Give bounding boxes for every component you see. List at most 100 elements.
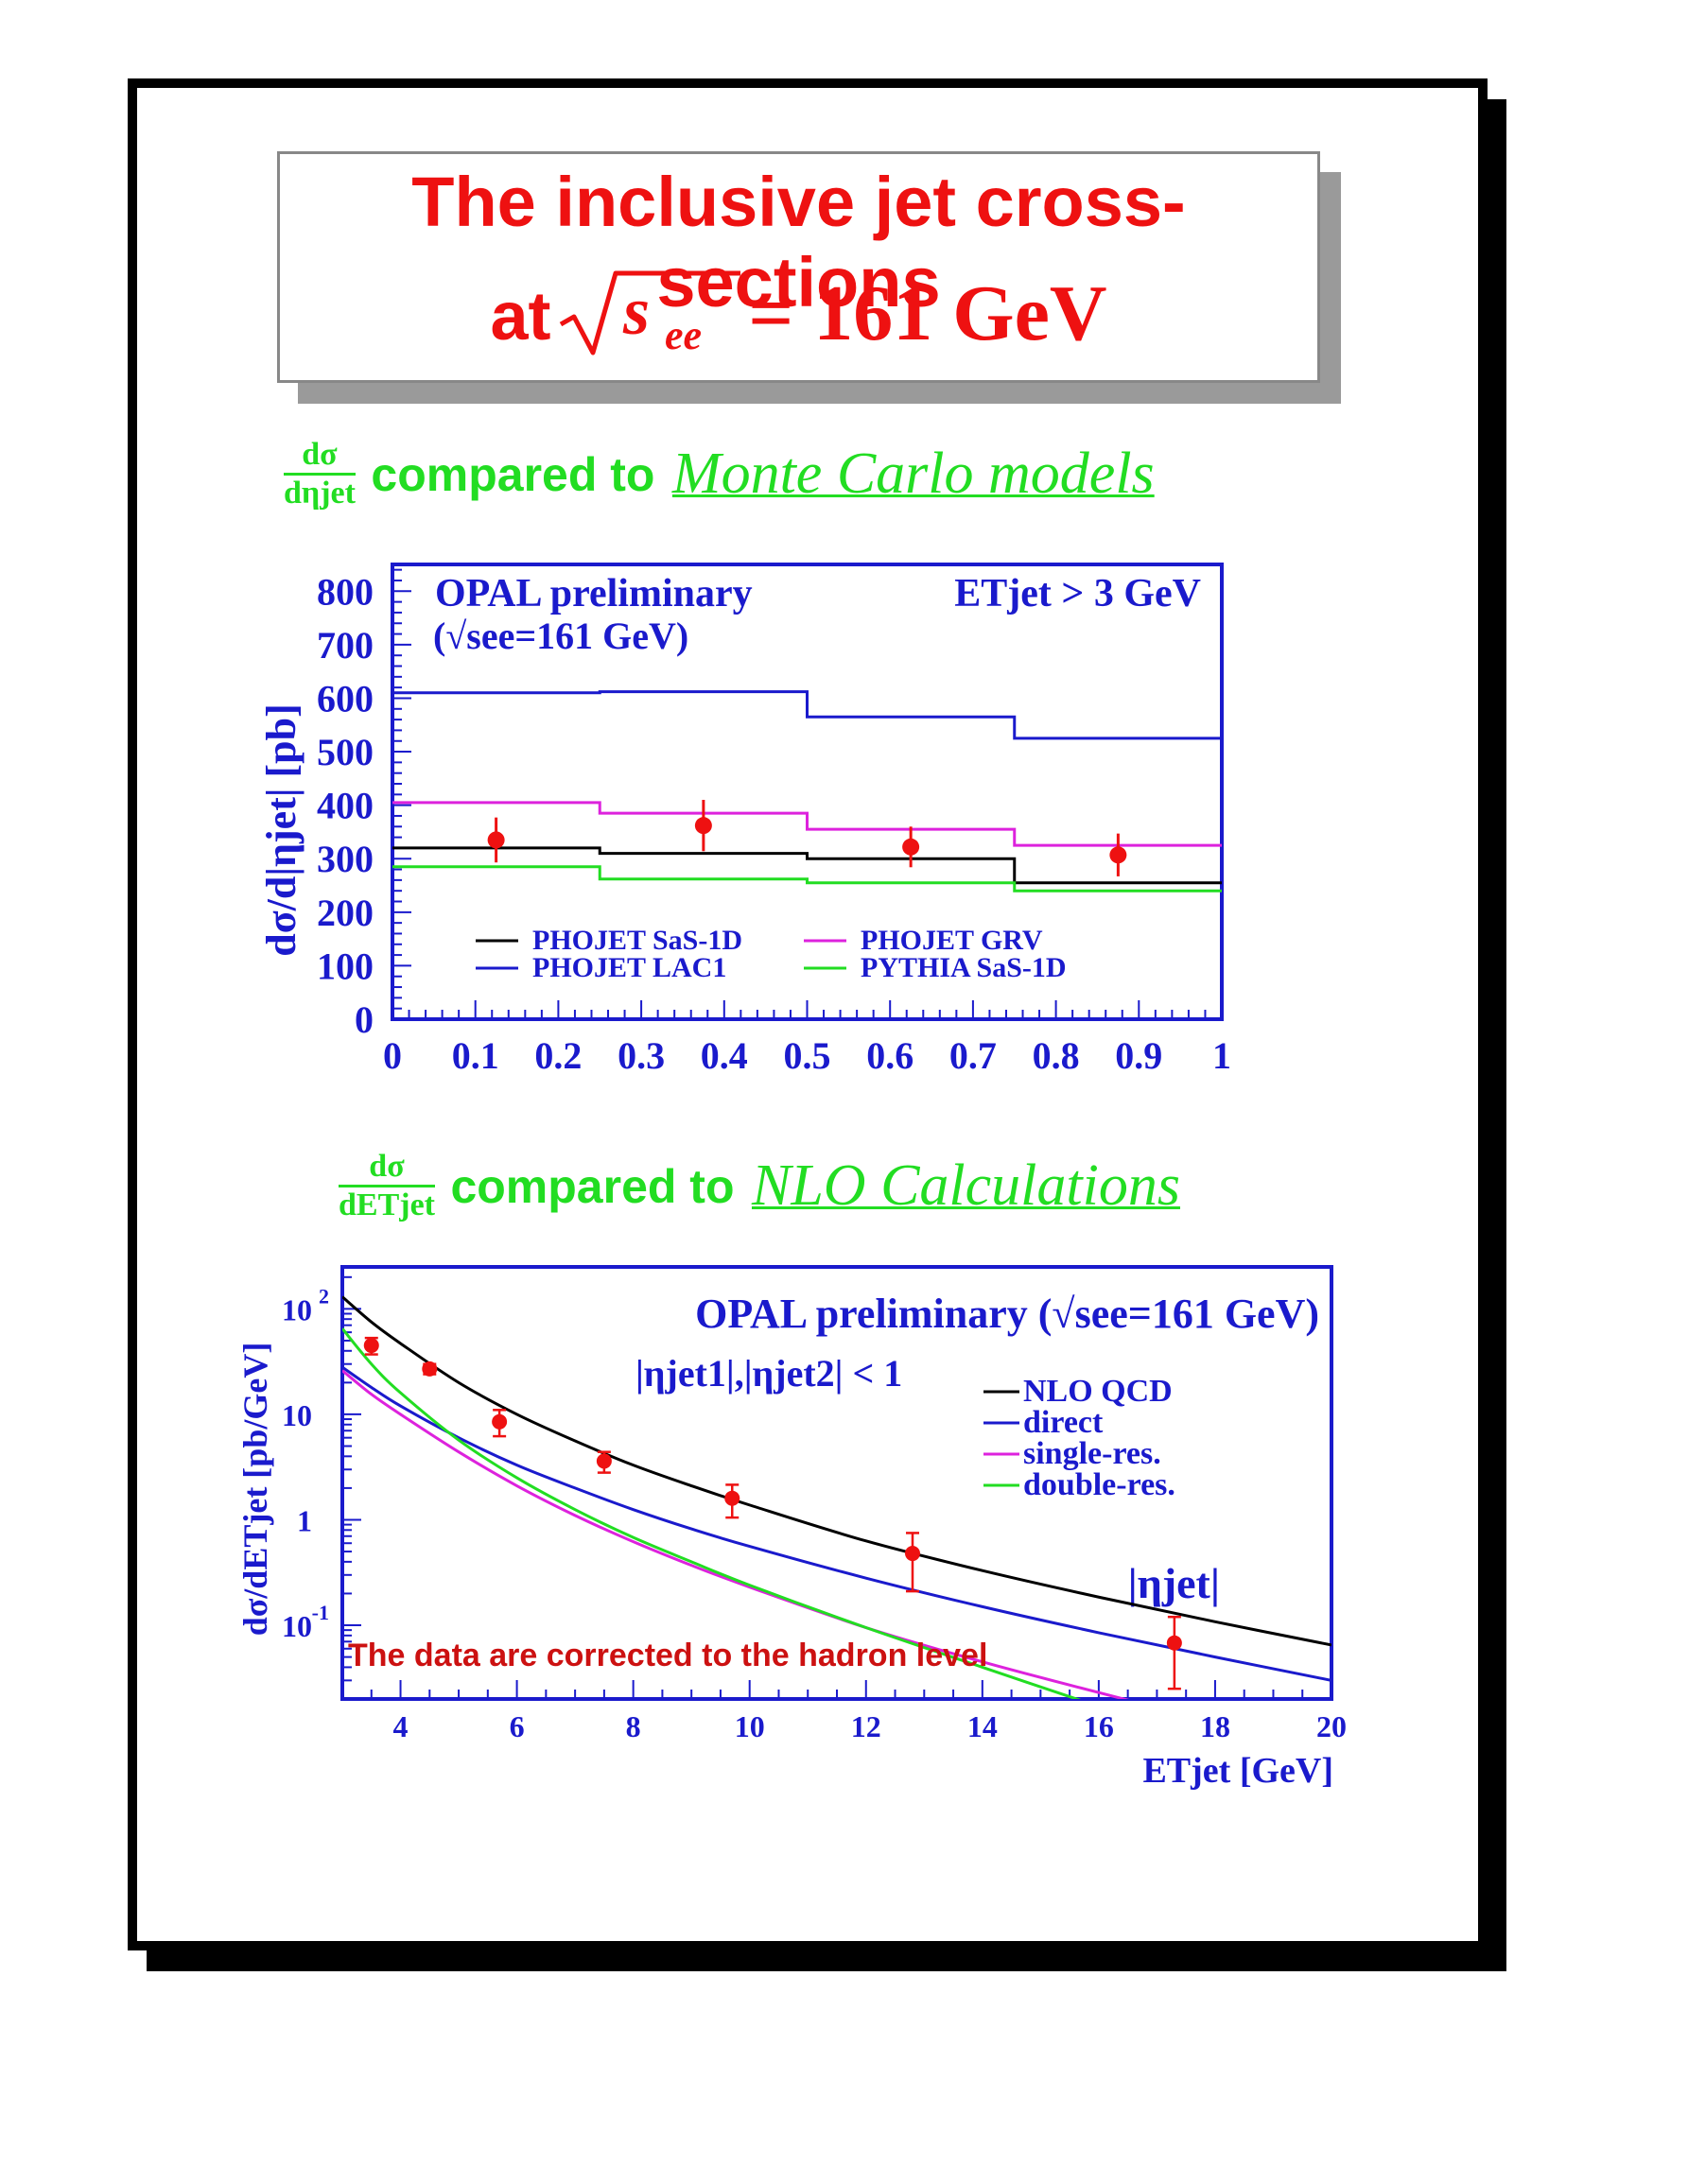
eta-chart-data-point — [902, 838, 920, 856]
et-chart-legend-label: double-res. — [1023, 1467, 1175, 1502]
et-chart-ytick-label: 10 — [282, 1292, 312, 1326]
et-chart-xtick-label: 4 — [393, 1709, 409, 1743]
section1-fraction-den: dηjet — [284, 476, 356, 511]
section2-fraction: dσ dETjet — [339, 1149, 435, 1223]
title-line2: at s ee = 161 GeV — [280, 266, 1317, 360]
sqrt-s-symbol: s ee — [559, 270, 740, 358]
section2-fraction-den: dETjet — [339, 1187, 435, 1222]
eta-chart-title: OPAL preliminary — [435, 572, 753, 615]
et-chart-data-point — [904, 1546, 920, 1562]
eta-chart-xtick-label: 1 — [1212, 1034, 1231, 1077]
et-chart-ytick-exponent: -1 — [312, 1601, 329, 1624]
et-chart-data-point — [1166, 1635, 1182, 1651]
et-chart-xtick-label: 14 — [967, 1709, 998, 1743]
eta-chart-xtick-label: 0.4 — [701, 1034, 748, 1077]
eta-chart-plot: 0 0.1 0.2 0.3 0.4 0.5 0.6 0.7 0.8 0.9 1 0 100 200 300 4… — [317, 563, 1231, 1077]
title-line1: The inclusive jet cross-sections — [411, 163, 1186, 321]
et-chart-xtick-label: 6 — [510, 1709, 525, 1743]
svg-text:s: s — [622, 273, 650, 349]
et-chart-ytick-label: 1 — [297, 1503, 312, 1537]
title-at: at — [490, 279, 551, 355]
eta-chart-ylabel-text: dσ/d|ηjet| [pb] — [258, 703, 305, 957]
section1-fraction-num: dσ — [284, 437, 356, 476]
eta-chart-legend-label: PHOJET SaS-1D — [532, 925, 742, 956]
eta-chart-ytick-label: 500 — [317, 731, 374, 773]
et-chart-curves — [342, 1295, 1331, 1699]
eta-chart-xtick-label: 0.3 — [618, 1034, 665, 1077]
et-chart-xtick-label: 8 — [626, 1709, 641, 1743]
section2-fraction-num: dσ — [339, 1149, 435, 1187]
et-chart-series-3 — [342, 1327, 1081, 1699]
et-chart-title: OPAL preliminary (√see=161 GeV) — [695, 1291, 1319, 1337]
eta-chart-legend-label: PHOJET GRV — [861, 925, 1043, 956]
eta-chart-series-1 — [392, 690, 1222, 740]
svg-text:ee: ee — [665, 312, 702, 358]
et-chart-ylabel: dσ/dETjet [pb/GeV] — [236, 1343, 274, 1637]
eta-chart-ytick-label: 800 — [317, 570, 374, 613]
eta-chart-xtick-label: 0.5 — [784, 1034, 831, 1077]
section1-target: Monte Carlo models — [671, 442, 1155, 506]
et-chart-xlabel: ETjet [GeV] — [1142, 1751, 1333, 1791]
eta-chart-xtick-label: 0.1 — [452, 1034, 499, 1077]
eta-chart-ytick-label: 700 — [317, 624, 374, 667]
et-chart-series-1 — [342, 1365, 1331, 1682]
et-chart-data-point — [492, 1413, 508, 1430]
eta-chart-subtitle: (√see=161 GeV) — [433, 615, 688, 657]
et-chart-xtick-label: 16 — [1084, 1709, 1114, 1743]
title-box: The inclusive jet cross-sections at s ee… — [277, 151, 1320, 383]
et-chart-ytick-label: 10 — [282, 1609, 312, 1643]
et-chart-xtick-label: 12 — [851, 1709, 881, 1743]
eta-chart-xtick-label: 0.8 — [1033, 1034, 1080, 1077]
et-chart-data-point — [596, 1453, 612, 1469]
eta-chart-data-point — [1109, 846, 1127, 864]
eta-chart: dσ/d|ηjet| [pb] OPAL preliminary (√see=1… — [258, 563, 1231, 1607]
eta-chart-legend-label: PYTHIA SaS-1D — [861, 952, 1067, 983]
section2-target: NLO Calculations — [751, 1153, 1180, 1218]
eta-chart-xlabel: |ηjet| — [1128, 1559, 1220, 1607]
eta-chart-xtick-label: 0.2 — [534, 1034, 582, 1077]
et-chart-data-point — [363, 1338, 379, 1354]
eta-chart-xtick-label: 0 — [383, 1034, 402, 1077]
eta-chart-ytick-label: 300 — [317, 838, 374, 880]
eta-chart-ytick-label: 100 — [317, 945, 374, 987]
eta-chart-xtick-label: 0.7 — [949, 1034, 997, 1077]
et-chart-ytick-exponent: 2 — [319, 1284, 329, 1308]
et-chart-series-2 — [342, 1369, 1130, 1699]
section1-heading: dσ dηjet compared to Monte Carlo models — [284, 437, 1155, 511]
et-chart-note: The data are corrected to the hadron lev… — [348, 1638, 987, 1673]
title-energy: = 161 GeV — [748, 269, 1107, 357]
eta-chart-xtick-label: 0.9 — [1115, 1034, 1162, 1077]
eta-chart-series-3 — [392, 865, 1222, 893]
et-chart-xtick-label: 18 — [1200, 1709, 1230, 1743]
eta-chart-legend-label: PHOJET LAC1 — [532, 952, 726, 983]
et-chart-legend-label: single-res. — [1023, 1436, 1161, 1471]
et-chart-xtick-label: 10 — [735, 1709, 765, 1743]
eta-chart-xtick-label: 0.6 — [866, 1034, 914, 1077]
eta-chart-ytick-label: 200 — [317, 892, 374, 934]
eta-chart-ytick-label: 0 — [355, 998, 374, 1041]
et-chart-legend-label: NLO QCD — [1023, 1374, 1173, 1409]
eta-chart-ytick-label: 400 — [317, 785, 374, 827]
et-chart: dσ/dETjet [pb/GeV] OPAL preliminary (√se… — [236, 1265, 1347, 1791]
et-chart-legend-label: direct — [1023, 1405, 1104, 1440]
et-chart-data-point — [422, 1361, 438, 1377]
eta-chart-series-0 — [392, 846, 1222, 885]
et-chart-cut: |ηjet1|,|ηjet2| < 1 — [635, 1352, 902, 1395]
section2-compared: compared to — [450, 1159, 735, 1213]
et-chart-data-point — [724, 1490, 740, 1506]
et-chart-ytick-label: 10 — [282, 1398, 312, 1432]
et-chart-ylabel-text: dσ/dETjet [pb/GeV] — [236, 1343, 274, 1637]
eta-chart-series-2 — [392, 801, 1222, 847]
et-chart-xtick-label: 20 — [1316, 1709, 1347, 1743]
eta-chart-ytick-label: 600 — [317, 677, 374, 719]
eta-chart-data-point — [487, 831, 505, 849]
section1-fraction: dσ dηjet — [284, 437, 356, 511]
eta-chart-ylabel: dσ/d|ηjet| [pb] — [258, 703, 305, 957]
section2-heading: dσ dETjet compared to NLO Calculations — [339, 1149, 1180, 1223]
section1-compared: compared to — [371, 447, 655, 501]
eta-chart-data-point — [694, 817, 712, 835]
eta-chart-cut: ETjet > 3 GeV — [954, 572, 1201, 615]
